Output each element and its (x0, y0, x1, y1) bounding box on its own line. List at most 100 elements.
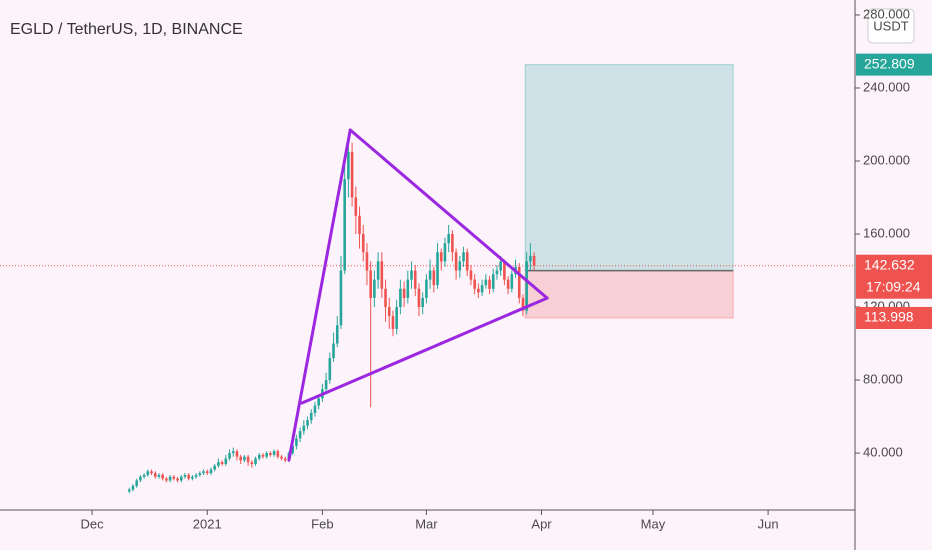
last-price-label: 142.632 (864, 256, 915, 272)
candle-body (499, 261, 502, 271)
candle-body (209, 469, 213, 474)
x-tick-label: Feb (311, 516, 333, 531)
candle-body (332, 343, 335, 359)
candle-body (213, 465, 216, 470)
candle-body (250, 462, 254, 465)
candle-body (276, 451, 280, 457)
candle-body (172, 476, 176, 479)
x-tick-label: May (641, 516, 666, 531)
candle-body (399, 288, 402, 308)
candle-body (283, 458, 287, 461)
candle-body (454, 252, 458, 271)
candle-body (153, 473, 157, 477)
candle-body (309, 412, 313, 421)
candle-body (532, 255, 536, 266)
candle-body (313, 405, 317, 413)
y-tick-label: 160.000 (863, 225, 910, 240)
candle-body (228, 453, 231, 459)
candle-body (269, 453, 272, 455)
candle-body (465, 252, 469, 271)
x-tick-label: Dec (81, 516, 105, 531)
candle-body (265, 453, 268, 457)
candle-body (406, 279, 410, 298)
candle-body (176, 478, 179, 481)
candle-body (365, 252, 369, 271)
candle-body (447, 234, 450, 244)
candle-body (517, 266, 521, 298)
candle-body (202, 471, 205, 474)
candle-body (179, 476, 183, 481)
candle-body (168, 476, 172, 481)
candle-body (280, 456, 283, 459)
candle-body (436, 252, 439, 286)
x-tick-label: Apr (531, 516, 552, 531)
candle-body (495, 270, 499, 275)
candle-body (421, 297, 424, 308)
currency-label[interactable]: USDT (873, 18, 908, 33)
candle-body (413, 270, 417, 289)
candle-body (261, 454, 265, 457)
candle-body (491, 274, 495, 289)
candle-body (187, 474, 190, 479)
x-tick-label: Mar (415, 516, 438, 531)
candle-body (295, 438, 298, 446)
candle-body (302, 425, 306, 432)
candle-body (343, 179, 346, 271)
candle-body (510, 274, 514, 289)
candle-body (239, 456, 242, 461)
candle-body (376, 261, 380, 280)
candle-body (317, 398, 320, 406)
candle-body (529, 255, 532, 262)
x-tick-label: Jun (758, 516, 779, 531)
candle-body (488, 279, 491, 289)
candle-body (127, 489, 131, 492)
candle-body (469, 270, 473, 280)
candle-body (254, 458, 257, 465)
candle-body (257, 454, 261, 459)
candle-body (224, 458, 228, 465)
target-label-bg (856, 53, 932, 76)
y-tick-label: 80.000 (863, 371, 903, 386)
candle-body (183, 474, 187, 477)
candle-body (443, 243, 447, 262)
loss-zone (524, 270, 734, 319)
candle-body (220, 462, 224, 465)
candle-body (350, 151, 354, 198)
stop-label-bg (856, 306, 932, 329)
candle-body (272, 451, 276, 455)
candle-body (150, 471, 153, 474)
candle-body (339, 270, 343, 326)
chart-title: EGLD / TetherUS, 1D, BINANCE (10, 21, 243, 38)
candle-body (139, 476, 142, 481)
currency-box[interactable] (867, 8, 915, 44)
candle-body (146, 471, 150, 475)
candle-body (157, 474, 161, 477)
candle-body (395, 307, 398, 329)
candle-body (243, 456, 246, 461)
x-tick-label: 2021 (193, 516, 222, 531)
trendline (348, 128, 549, 300)
candle-body (246, 456, 250, 463)
candle-body (131, 485, 135, 490)
candle-body (135, 480, 138, 486)
candle-body (410, 270, 413, 280)
candle-body (380, 261, 384, 289)
candle-body (391, 316, 395, 329)
profit-zone (524, 64, 734, 272)
candle-body (473, 279, 476, 289)
candle-body (428, 270, 432, 280)
candle-body (402, 288, 406, 298)
candle-body (484, 279, 488, 286)
candle-body (291, 445, 294, 454)
candle-body (462, 252, 465, 262)
plot-area (0, 64, 855, 494)
candle-body (194, 474, 198, 477)
candle-body (217, 462, 220, 466)
candle-body (451, 234, 454, 253)
candle-body (373, 279, 376, 298)
candle-body (235, 451, 239, 457)
y-tick-label: 40.000 (863, 444, 903, 459)
candle-body (198, 473, 202, 475)
candle-body (458, 261, 462, 271)
